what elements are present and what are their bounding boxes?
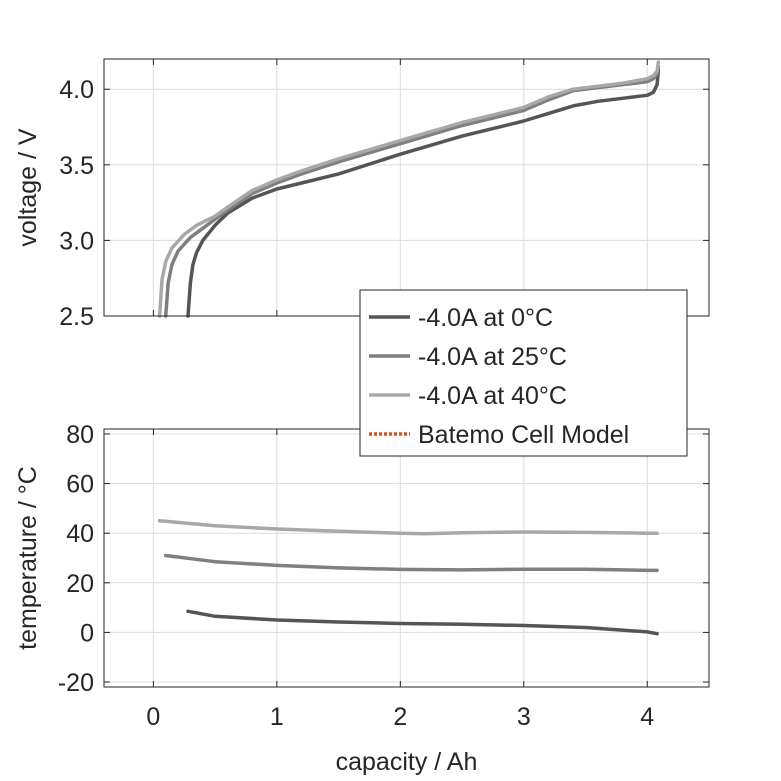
y-tick-label: 3.0 (59, 227, 94, 255)
legend-entry-label: -4.0A at 25°C (418, 343, 567, 371)
series-line-4-0a-at-40-c (157, 60, 661, 318)
x-tick-label: 3 (517, 703, 531, 731)
legend: -4.0A at 0°C -4.0A at 25°C -4.0A at 40°C Ba… (359, 289, 688, 457)
temperature-series (157, 519, 659, 636)
y-tick-label: 0 (80, 619, 94, 647)
series-line-4-0a-at-40-c (157, 519, 659, 536)
y-tick-label: 80 (66, 421, 94, 449)
capacity-x-ticks: 0 1 2 3 4 (146, 703, 654, 731)
y-tick-label: 20 (66, 570, 94, 598)
x-tick-label: 4 (640, 703, 654, 731)
legend-box (359, 289, 688, 457)
series-line-4-0a-at-25-c (163, 64, 661, 318)
x-tick-label: 0 (146, 703, 160, 731)
capacity-axis-label: capacity / Ah (336, 748, 478, 776)
voltage-axis-label: voltage / V (14, 128, 42, 246)
voltage-y-ticks: 2.5 3.0 3.5 4.0 (59, 59, 709, 331)
y-tick-label: 4.0 (59, 76, 94, 104)
y-tick-label: 3.5 (59, 152, 94, 180)
legend-entry-label: Batemo Cell Model (418, 421, 629, 449)
legend-entry-label: -4.0A at 0°C (418, 304, 553, 332)
y-tick-label: 40 (66, 520, 94, 548)
y-tick-label: 60 (66, 471, 94, 499)
legend-entry-label: -4.0A at 40°C (418, 382, 567, 410)
voltage-series (157, 60, 661, 318)
y-tick-label: -20 (58, 669, 94, 697)
series-line-4-0a-at-0-c (186, 609, 659, 636)
x-tick-label: 1 (270, 703, 284, 731)
series-line-4-0a-at-25-c (163, 553, 659, 573)
temperature-plot-area (104, 429, 709, 687)
x-tick-label: 2 (393, 703, 407, 731)
voltage-plot: 2.5 3.0 3.5 4.0 voltage / V (14, 58, 710, 331)
series-line-4-0a-at-0-c (186, 67, 661, 318)
voltage-plot-area (104, 59, 709, 316)
temperature-y-ticks: -20 0 20 40 60 80 (58, 421, 709, 697)
temperature-plot: -20 0 20 40 60 80 0 1 2 3 4 temperature / °C capa… (14, 421, 710, 776)
y-tick-label: 2.5 (59, 303, 94, 331)
temperature-axis-label: temperature / °C (14, 466, 42, 650)
